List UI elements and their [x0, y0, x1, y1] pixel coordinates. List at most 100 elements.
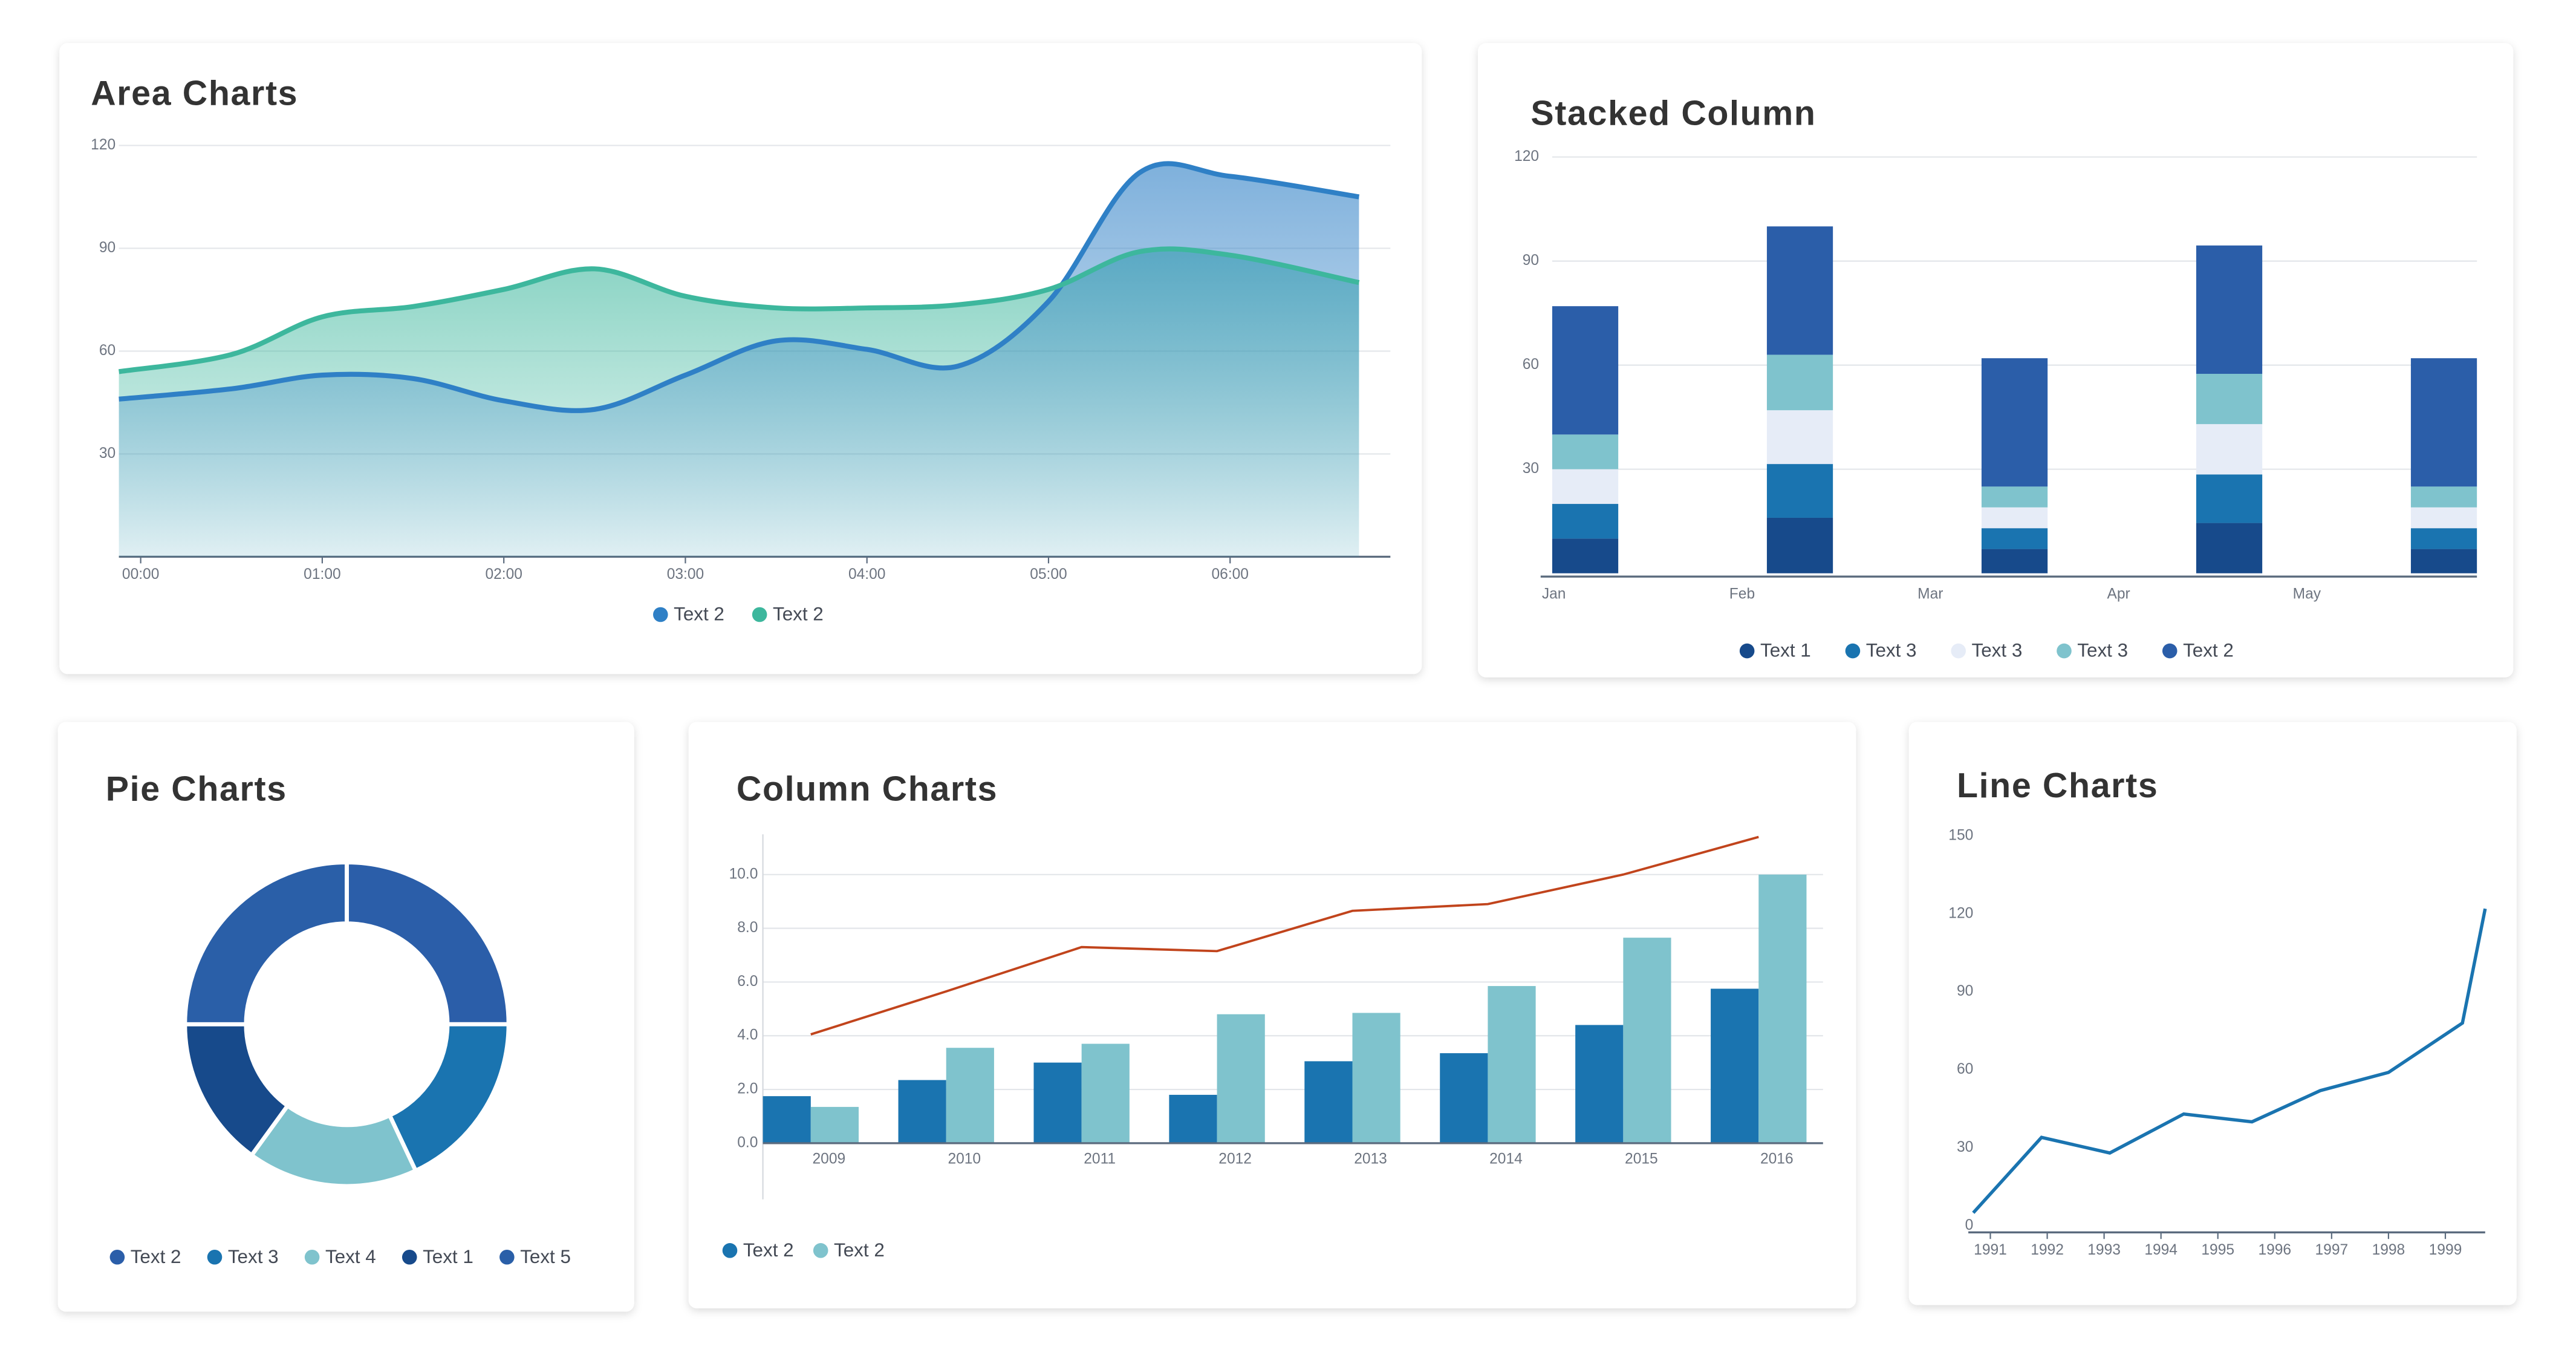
x-tick-label: 1998	[2372, 1242, 2405, 1258]
chart-title: Column Charts	[737, 769, 998, 808]
bar-segment	[2410, 486, 2477, 508]
x-tick-label: 04:00	[848, 566, 885, 583]
y-tick-label: 120	[1948, 905, 1973, 921]
x-tick-label: 03:00	[667, 566, 704, 583]
bar-segment	[1552, 538, 1619, 573]
y-tick-label: 30	[1523, 460, 1539, 477]
x-tick-label: 1994	[2144, 1242, 2178, 1258]
bar-segment	[1981, 358, 2048, 487]
legend-label: Text 2	[773, 604, 824, 625]
x-tick-label: 05:00	[1030, 566, 1067, 583]
bar-segment	[1766, 226, 1833, 355]
bar	[1440, 1053, 1488, 1143]
legend-label: Text 5	[520, 1246, 571, 1267]
x-tick-label: 1992	[2031, 1242, 2064, 1258]
legend-swatch	[653, 607, 668, 622]
line	[118, 246, 1360, 374]
y-tick-label: 0	[1965, 1217, 1974, 1233]
line	[1972, 908, 2487, 1214]
legend-swatch	[813, 1243, 828, 1258]
chart-title: Area Charts	[91, 74, 298, 113]
legend-label: Text 3	[1866, 640, 1917, 661]
bar-segment	[2196, 245, 2263, 374]
y-tick-label: 60	[1957, 1061, 1973, 1077]
legend-label: Text 1	[423, 1246, 473, 1267]
legend-swatch	[722, 1243, 738, 1258]
y-tick-label: 0.0	[737, 1134, 758, 1151]
line	[119, 161, 1360, 413]
chart-title: Stacked Column	[1530, 94, 1816, 132]
legend-swatch	[1739, 643, 1755, 659]
y-tick-label: 120	[1514, 148, 1539, 165]
legend-swatch	[402, 1249, 417, 1265]
x-tick-label: 1991	[1974, 1242, 2007, 1258]
bar-segment	[2410, 549, 2477, 573]
legend-label: Text 2	[674, 604, 724, 625]
x-tick-label: 2012	[1218, 1151, 1252, 1167]
bar-segment	[1766, 517, 1833, 573]
bar-segment	[2196, 474, 2263, 523]
legend-swatch	[1951, 643, 1966, 659]
bar	[1711, 988, 1759, 1143]
bar	[810, 1106, 859, 1143]
bar-segment	[2410, 528, 2477, 549]
legend-swatch	[499, 1249, 515, 1265]
bar	[1575, 1025, 1624, 1143]
x-tick-label: May	[2293, 586, 2321, 602]
bar-segment	[1552, 469, 1619, 504]
chart-title: Line Charts	[1957, 766, 2158, 805]
x-tick-label: 2011	[1084, 1151, 1116, 1167]
x-tick-label: 1995	[2201, 1242, 2234, 1258]
bar	[946, 1048, 994, 1143]
bar-segment	[1766, 354, 1833, 411]
x-tick-label: Jan	[1542, 586, 1566, 602]
x-tick-label: 1993	[2087, 1242, 2121, 1258]
x-tick-label: 2009	[813, 1151, 846, 1167]
legend-swatch	[2162, 643, 2178, 659]
bar-segment	[1552, 306, 1619, 435]
card	[688, 722, 1856, 1308]
y-tick-label: 30	[99, 445, 115, 462]
bar	[763, 1096, 811, 1143]
legend-label: Text 2	[2183, 640, 2234, 661]
legend-label: Text 3	[228, 1246, 279, 1267]
donut-slice	[183, 860, 349, 1027]
bar	[1081, 1043, 1130, 1143]
bar	[898, 1080, 946, 1143]
x-tick-label: Apr	[2107, 586, 2130, 602]
bar-segment	[1552, 434, 1619, 469]
bar-segment	[2196, 523, 2263, 573]
legend-label: Text 4	[325, 1246, 376, 1267]
x-tick-label: Feb	[1729, 586, 1755, 602]
bar-segment	[2410, 507, 2477, 529]
x-tick-label: 01:00	[304, 566, 340, 583]
bar	[1352, 1013, 1400, 1143]
legend-swatch	[1845, 643, 1861, 659]
bar	[1033, 1062, 1082, 1143]
x-tick-label: 1997	[2315, 1242, 2349, 1258]
y-tick-label: 10.0	[729, 866, 758, 882]
bar-segment	[1766, 464, 1833, 518]
bar-segment	[2196, 424, 2263, 475]
legend-label: Text 1	[1760, 640, 1811, 661]
bar-segment	[1766, 410, 1833, 465]
y-tick-label: 8.0	[737, 919, 758, 936]
y-tick-label: 90	[1957, 983, 1973, 999]
y-tick-label: 4.0	[737, 1027, 758, 1043]
bar-segment	[1981, 528, 2048, 549]
bar	[1623, 938, 1671, 1143]
area	[119, 163, 1359, 557]
card	[1908, 722, 2517, 1305]
y-tick-label: 60	[1523, 356, 1539, 373]
bar	[1488, 986, 1536, 1143]
x-tick-label: 06:00	[1212, 566, 1249, 583]
legend-label: Text 2	[131, 1246, 181, 1267]
card	[57, 722, 634, 1312]
x-tick-label: 2016	[1760, 1151, 1794, 1167]
x-tick-label: 2013	[1354, 1151, 1387, 1167]
x-tick-label: 1996	[2258, 1242, 2291, 1258]
legend-swatch	[304, 1249, 320, 1265]
bar	[1304, 1061, 1353, 1143]
